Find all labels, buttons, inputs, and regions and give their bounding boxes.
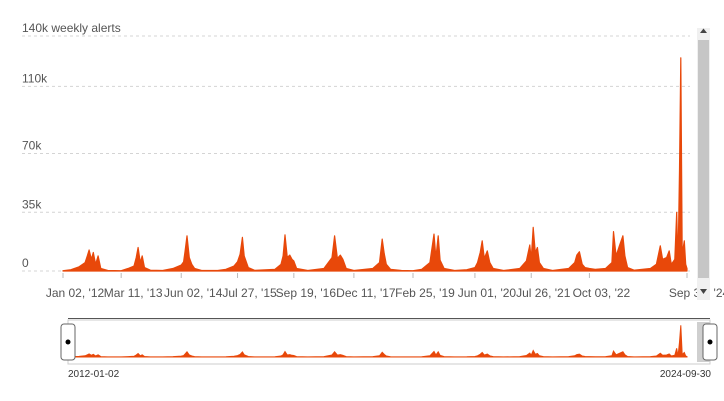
x-tick-label: Mar 11, '13 [104, 286, 163, 300]
y-tick-label: 140k weekly alerts [22, 21, 121, 35]
x-tick-label: Sep 30, '24 [669, 286, 724, 300]
series-area [62, 57, 688, 272]
x-tick-label: Jul 26, '21 [516, 286, 571, 300]
x-tick-label: Feb 25, '19 [395, 286, 455, 300]
scrollbar-thumb[interactable] [698, 40, 709, 278]
x-tick-label: Dec 11, '17 [336, 286, 396, 300]
y-axis-ticks: 0 35k 70k 110k 140k weekly alerts [22, 21, 121, 270]
navigator[interactable]: 2012-01-02 2024-09-30 [60, 318, 718, 381]
vertical-scrollbar[interactable] [697, 28, 710, 300]
x-axis-ticks: Jan 02, '12 Mar 11, '13 Jun 02, '14 Jul 27,… [46, 273, 724, 300]
navigator-series-path [62, 325, 688, 358]
y-tick-label: 110k [22, 71, 48, 85]
navigator-series [62, 325, 688, 358]
navigator-right-handle[interactable] [702, 323, 718, 361]
x-tick-label: Jul 27, '15 [222, 286, 277, 300]
x-tick-label: Jun 01, '20 [458, 286, 517, 300]
grid-lines [22, 35, 690, 272]
navigator-left-handle[interactable] [60, 323, 76, 361]
x-tick-label: Sep 19, '16 [276, 286, 337, 300]
y-tick-label: 35k [22, 197, 42, 211]
x-tick-label: Jan 02, '12 [46, 286, 105, 300]
navigator-end-label: 2024-09-30 [660, 369, 712, 380]
scroll-down-arrow-icon[interactable] [700, 289, 707, 294]
x-tick-label: Jun 02, '14 [164, 286, 223, 300]
x-tick-label: Oct 03, '22 [573, 286, 631, 300]
scroll-up-arrow-icon[interactable] [700, 28, 707, 34]
y-tick-label: 70k [22, 139, 42, 153]
navigator-start-label: 2012-01-02 [68, 369, 120, 380]
series-area-path [62, 57, 688, 272]
y-tick-label: 0 [22, 256, 29, 270]
